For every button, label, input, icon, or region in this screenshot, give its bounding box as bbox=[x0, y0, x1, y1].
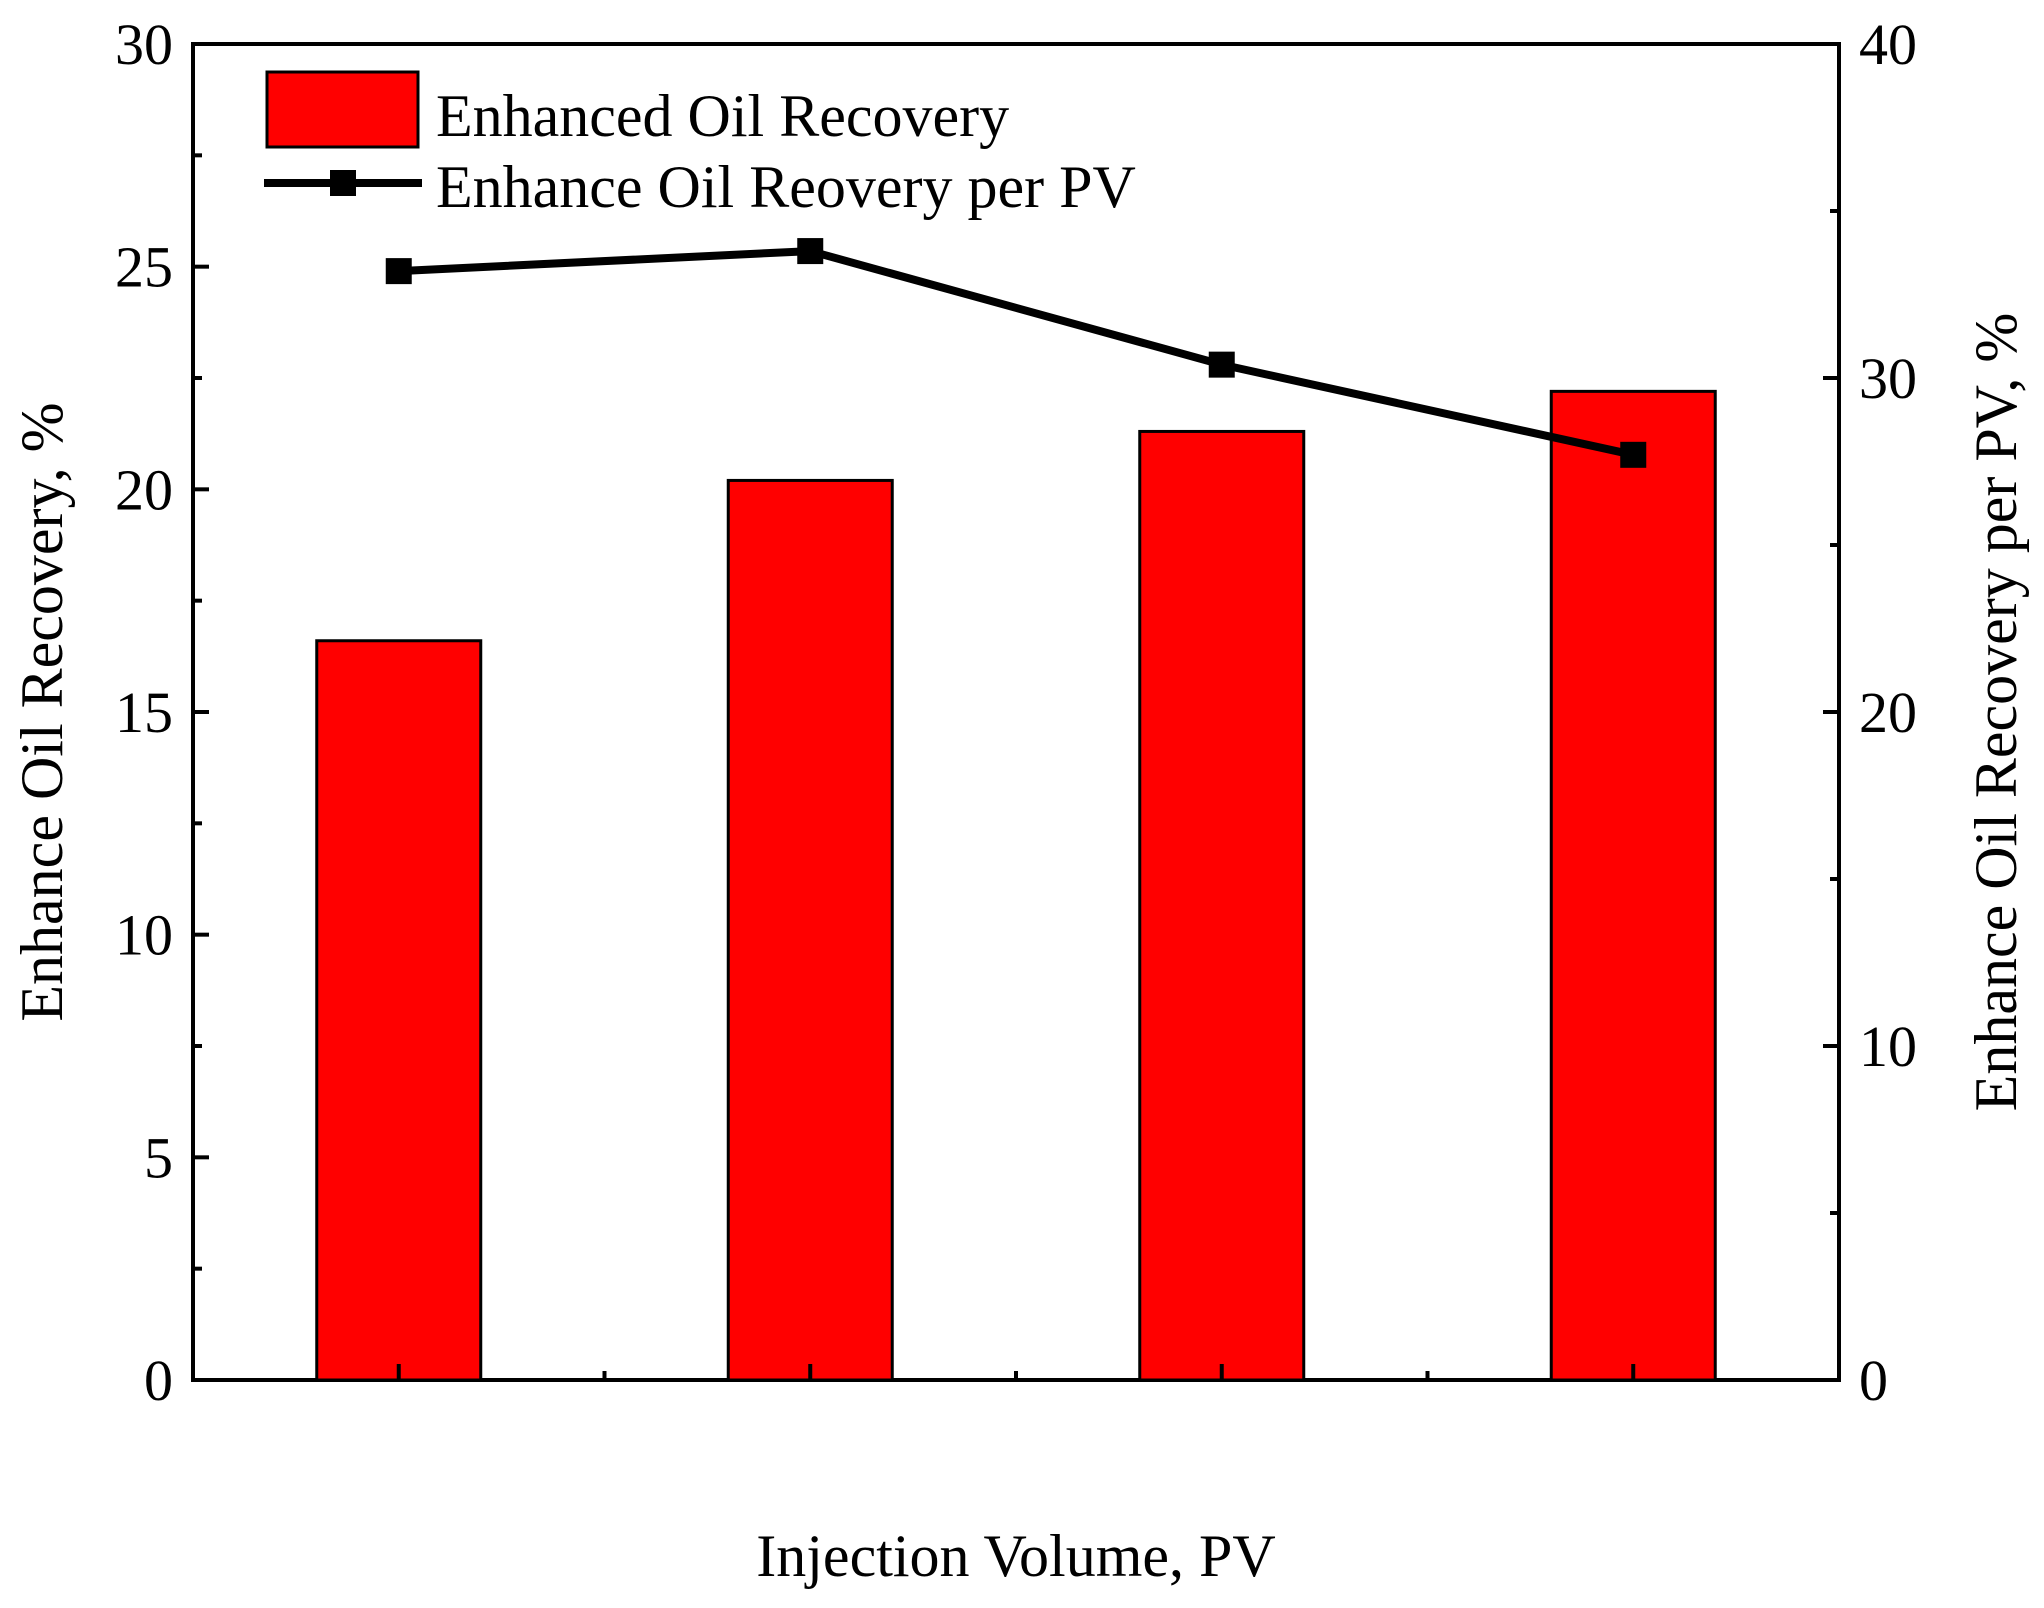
y-right-tick-label-0: 0 bbox=[1859, 1348, 1888, 1413]
y-axis-left-title: Enhance Oil Recovery, % bbox=[9, 402, 75, 1021]
y-left-tick-label-3: 15 bbox=[115, 680, 173, 745]
bar-1 bbox=[315, 639, 483, 1382]
line-point-3 bbox=[1208, 351, 1235, 378]
x-axis-title: Injection Volume, PV bbox=[756, 1523, 1275, 1589]
bar-2 bbox=[726, 478, 894, 1382]
y-axis-right-title: Enhance Oil Recovery per PV, % bbox=[1963, 313, 2029, 1112]
bar-4 bbox=[1549, 389, 1717, 1382]
legend-bar-swatch bbox=[265, 70, 420, 149]
y-left-tick-label-6: 30 bbox=[115, 12, 173, 77]
y-left-tick-label-4: 20 bbox=[115, 457, 173, 522]
tick-labels-group: 0 5 10 15 20 25 30 0 10 20 30 40 bbox=[115, 12, 1917, 1413]
y-right-tick-label-4: 40 bbox=[1859, 12, 1917, 77]
y-right-tick-label-3: 30 bbox=[1859, 346, 1917, 411]
legend-line-label: Enhance Oil Reovery per PV bbox=[436, 154, 1136, 220]
line-series bbox=[398, 247, 1635, 459]
legend-bar-label: Enhanced Oil Recovery bbox=[436, 83, 1009, 149]
y-left-tick-label-5: 25 bbox=[115, 235, 173, 300]
line-point-1 bbox=[385, 258, 412, 285]
ticks-group bbox=[193, 42, 1839, 1382]
line-series-group bbox=[385, 238, 1647, 468]
line-point-4 bbox=[1620, 441, 1647, 468]
legend: Enhanced Oil Recovery Enhance Oil Reover… bbox=[264, 70, 1136, 220]
legend-square-marker bbox=[330, 170, 356, 196]
y-left-tick-label-1: 5 bbox=[144, 1125, 173, 1190]
y-left-tick-label-2: 10 bbox=[115, 903, 173, 968]
y-right-tick-label-2: 20 bbox=[1859, 680, 1917, 745]
bar-3 bbox=[1138, 429, 1306, 1382]
y-left-tick-label-0: 0 bbox=[144, 1348, 173, 1413]
y-right-tick-label-1: 10 bbox=[1859, 1014, 1917, 1079]
bars-group bbox=[315, 389, 1717, 1382]
line-point-2 bbox=[797, 238, 824, 265]
